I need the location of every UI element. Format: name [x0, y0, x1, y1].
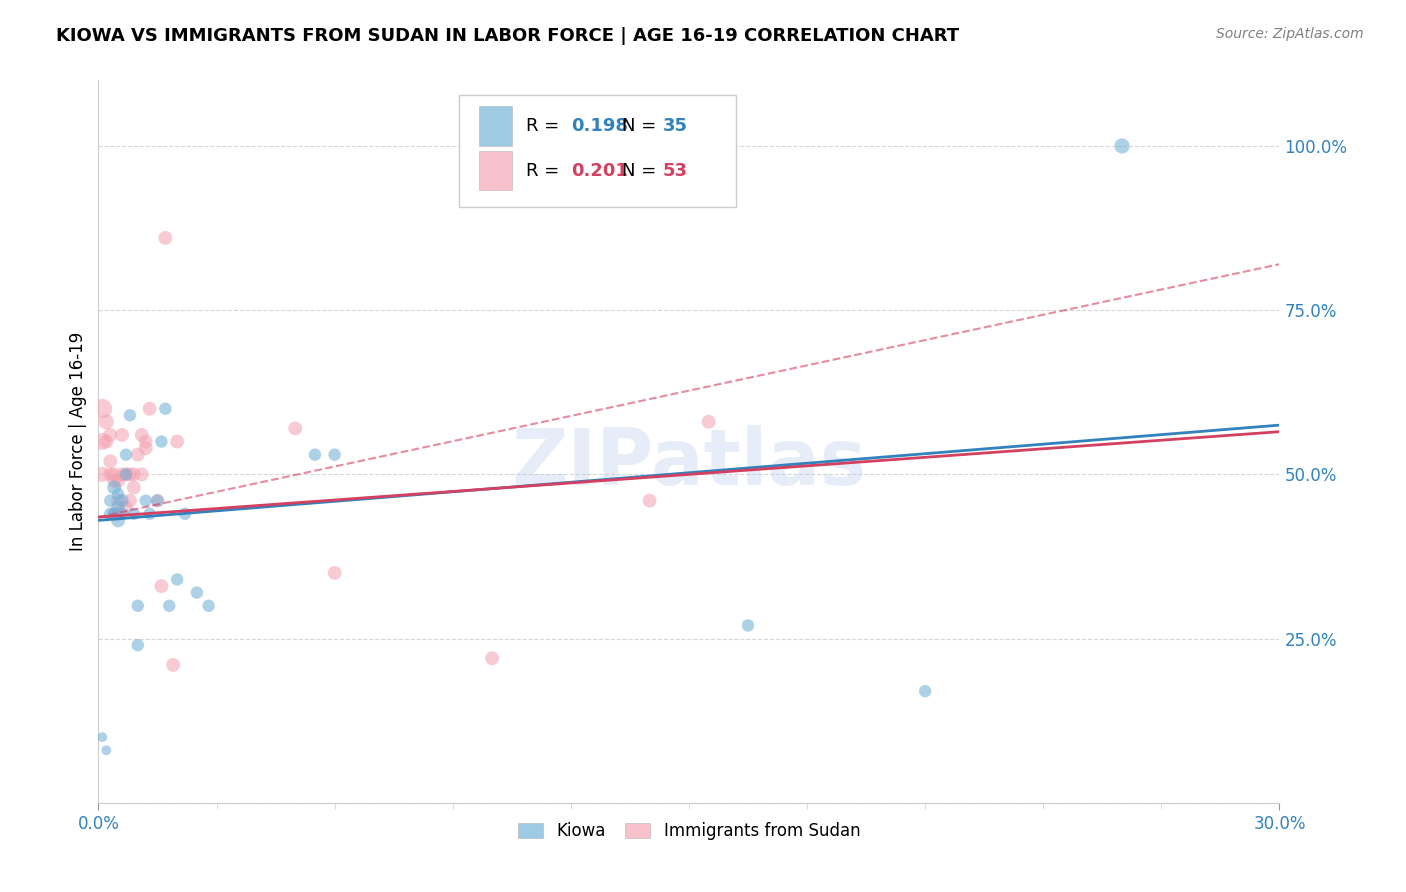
Point: [131, 428, 153, 442]
Point: [914, 684, 936, 698]
Legend: Kiowa, Immigrants from Sudan: Kiowa, Immigrants from Sudan: [509, 814, 869, 848]
Point: [122, 467, 145, 482]
Point: [127, 448, 149, 462]
Point: [166, 434, 188, 449]
Point: [107, 507, 129, 521]
Point: [150, 579, 173, 593]
Point: [737, 618, 759, 632]
Point: [91, 730, 114, 744]
Point: [115, 467, 138, 482]
Point: [98, 467, 121, 482]
Point: [103, 507, 125, 521]
Point: [162, 657, 184, 672]
Point: [138, 401, 160, 416]
Text: 35: 35: [664, 117, 688, 135]
Point: [146, 493, 169, 508]
Point: [166, 573, 188, 587]
FancyBboxPatch shape: [478, 106, 512, 145]
Point: [186, 585, 208, 599]
FancyBboxPatch shape: [478, 151, 512, 191]
Point: [103, 474, 125, 488]
Point: [150, 434, 173, 449]
Point: [111, 467, 134, 482]
Point: [103, 467, 125, 482]
Point: [103, 507, 125, 521]
Point: [111, 428, 134, 442]
Point: [96, 743, 118, 757]
Text: 0.198: 0.198: [571, 117, 628, 135]
Point: [127, 638, 149, 652]
Text: 53: 53: [664, 161, 688, 179]
Point: [115, 448, 138, 462]
Text: ZIPatlas: ZIPatlas: [512, 425, 866, 501]
Point: [323, 566, 346, 580]
Text: N =: N =: [621, 161, 662, 179]
Point: [111, 493, 134, 508]
Point: [481, 651, 503, 665]
Text: KIOWA VS IMMIGRANTS FROM SUDAN IN LABOR FORCE | AGE 16-19 CORRELATION CHART: KIOWA VS IMMIGRANTS FROM SUDAN IN LABOR …: [56, 27, 959, 45]
Point: [91, 434, 114, 449]
Point: [103, 481, 125, 495]
FancyBboxPatch shape: [458, 95, 737, 207]
Point: [91, 401, 114, 416]
Point: [115, 500, 138, 515]
Point: [1111, 139, 1133, 153]
Y-axis label: In Labor Force | Age 16-19: In Labor Force | Age 16-19: [69, 332, 87, 551]
Point: [118, 409, 141, 423]
Point: [146, 493, 169, 508]
Point: [157, 599, 180, 613]
Point: [284, 421, 307, 435]
Point: [96, 434, 118, 449]
Point: [127, 599, 149, 613]
Point: [135, 441, 157, 455]
Point: [107, 493, 129, 508]
Point: [107, 474, 129, 488]
Point: [91, 467, 114, 482]
Point: [115, 467, 138, 482]
Text: Source: ZipAtlas.com: Source: ZipAtlas.com: [1216, 27, 1364, 41]
Text: R =: R =: [526, 161, 565, 179]
Point: [135, 493, 157, 508]
Point: [111, 507, 134, 521]
Point: [135, 434, 157, 449]
Point: [638, 493, 661, 508]
Point: [107, 513, 129, 527]
Point: [98, 428, 121, 442]
Point: [155, 231, 177, 245]
Point: [697, 415, 720, 429]
Point: [131, 467, 153, 482]
Point: [118, 493, 141, 508]
Text: R =: R =: [526, 117, 565, 135]
Point: [98, 493, 121, 508]
Point: [107, 487, 129, 501]
Point: [98, 454, 121, 468]
Point: [197, 599, 219, 613]
Point: [304, 448, 326, 462]
Point: [323, 448, 346, 462]
Point: [155, 401, 177, 416]
Point: [96, 415, 118, 429]
Text: N =: N =: [621, 117, 662, 135]
Point: [122, 507, 145, 521]
Text: 0.201: 0.201: [571, 161, 627, 179]
Point: [107, 500, 129, 515]
Point: [122, 481, 145, 495]
Point: [174, 507, 197, 521]
Point: [118, 467, 141, 482]
Point: [138, 507, 160, 521]
Point: [98, 507, 121, 521]
